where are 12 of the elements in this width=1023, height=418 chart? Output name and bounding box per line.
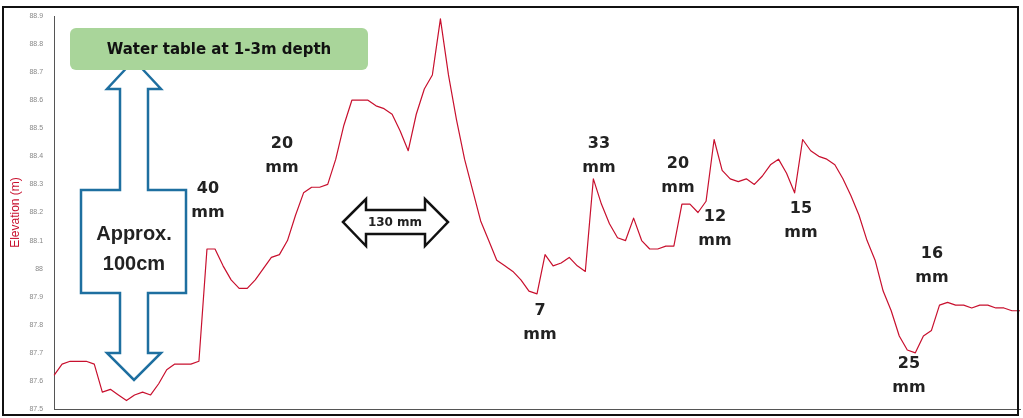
annotation: 12 mm — [697, 205, 733, 251]
annotation: 130 mm — [366, 215, 424, 229]
annotation: 33 mm — [581, 132, 617, 178]
annotation: 20 mm — [660, 152, 696, 198]
annotation: 40 mm — [190, 177, 226, 223]
annotation: 15 mm — [783, 197, 819, 243]
annotation: Approx. 100cm — [95, 221, 173, 276]
y-axis-title: Elevation (m) — [7, 177, 22, 248]
annotation: 25 mm — [891, 352, 927, 398]
annotation: 20 mm — [264, 132, 300, 178]
annotation: 16 mm — [914, 242, 950, 288]
annotation: 7 mm — [522, 299, 558, 345]
